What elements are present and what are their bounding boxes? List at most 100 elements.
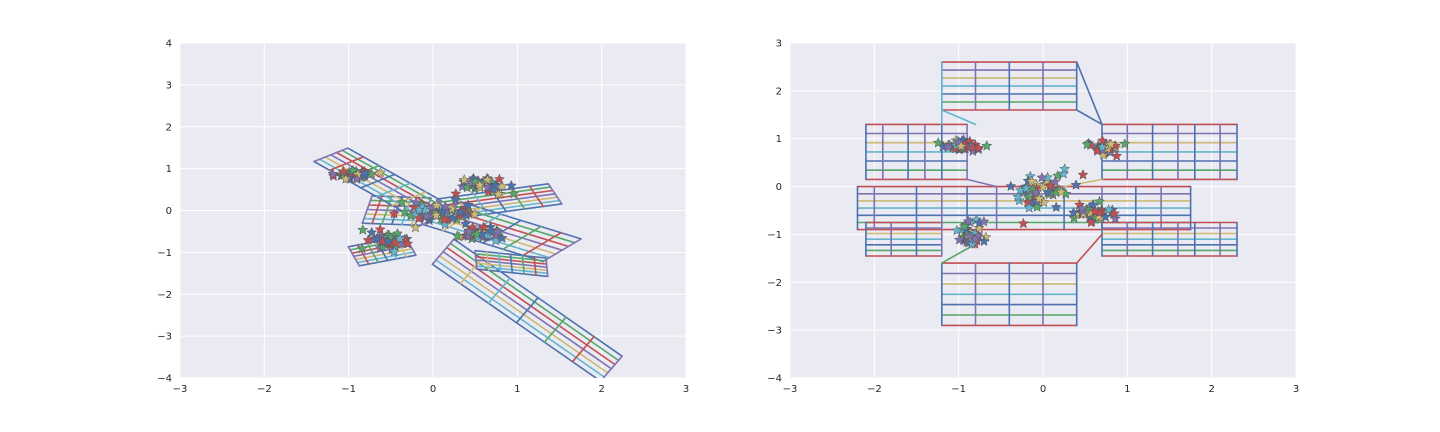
- star-marker: [409, 221, 422, 233]
- star-marker: [436, 205, 448, 217]
- star-marker: [374, 166, 387, 178]
- star-marker: [351, 173, 363, 184]
- star-marker: [973, 222, 985, 233]
- x-tick-label: −1: [951, 384, 966, 395]
- x-tick-label: −3: [173, 384, 188, 395]
- grid-line-segment: [1075, 61, 1103, 126]
- grid-line-segment: [515, 296, 539, 324]
- y-tick-label: −3: [157, 332, 172, 343]
- star-marker: [981, 140, 993, 151]
- star-marker: [1025, 175, 1038, 187]
- star-marker: [958, 220, 970, 232]
- y-tick-label: −2: [157, 290, 172, 301]
- star-marker: [1050, 201, 1062, 213]
- y-tick-label: 4: [166, 39, 172, 50]
- star-marker: [371, 233, 383, 244]
- star-marker: [439, 218, 451, 230]
- star-marker: [471, 228, 483, 239]
- star-marker: [962, 215, 974, 227]
- y-tick-label: −2: [767, 278, 782, 289]
- star-marker: [396, 196, 408, 208]
- star-marker: [388, 245, 400, 257]
- grid-line-segment: [602, 355, 623, 378]
- star-marker: [447, 212, 459, 224]
- grid-line-segment: [360, 173, 396, 189]
- grid-line-segment: [1075, 233, 1103, 264]
- star-marker: [430, 199, 443, 211]
- star-marker: [366, 226, 378, 238]
- star-marker: [430, 209, 442, 221]
- grid-line-segment: [522, 231, 562, 257]
- star-marker: [462, 199, 474, 210]
- x-tick-label: 1: [514, 384, 520, 395]
- star-marker: [1023, 202, 1035, 213]
- star-marker: [487, 183, 499, 195]
- grid-line-segment: [509, 253, 514, 274]
- grid-line-segment: [328, 156, 365, 172]
- grid-line-segment: [528, 185, 545, 208]
- y-tick-label: −1: [767, 230, 782, 241]
- star-marker: [474, 179, 486, 190]
- y-tick-label: 1: [776, 134, 782, 145]
- grid-line-segment: [431, 238, 455, 266]
- grid-line-segment: [966, 178, 998, 188]
- y-tick-label: 2: [166, 122, 172, 133]
- star-marker: [1081, 138, 1093, 150]
- star-marker: [955, 140, 967, 152]
- y-tick-label: 3: [776, 39, 782, 50]
- star-scatter-series: [327, 164, 520, 257]
- grid-line-segment: [497, 252, 502, 273]
- grid-line-segment: [381, 195, 393, 225]
- star-marker: [469, 208, 481, 220]
- gridlines: [179, 42, 687, 379]
- star-marker: [356, 242, 368, 254]
- grid-line-segment: [940, 109, 977, 126]
- y-tick-label: 2: [776, 86, 782, 97]
- star-marker: [410, 196, 422, 208]
- star-marker: [978, 215, 990, 227]
- grid-line-segment: [542, 238, 582, 263]
- star-marker: [1049, 175, 1061, 187]
- grid-line-segment: [571, 335, 595, 363]
- star-marker: [357, 224, 369, 235]
- star-marker: [337, 165, 349, 177]
- star-marker: [1085, 216, 1097, 228]
- grid-line-segment: [547, 183, 563, 205]
- grid-line-segment: [1075, 109, 1103, 126]
- star-scatter-series: [932, 134, 1131, 249]
- star-marker: [388, 207, 400, 219]
- star-marker: [1059, 163, 1071, 174]
- star-marker: [1055, 186, 1067, 197]
- star-marker: [951, 224, 963, 236]
- star-marker: [491, 225, 504, 237]
- star-marker: [1108, 207, 1121, 219]
- x-tick-label: −1: [341, 384, 356, 395]
- star-marker: [942, 141, 954, 153]
- grid-line-segment: [313, 147, 349, 163]
- star-marker: [507, 187, 520, 199]
- star-marker: [359, 167, 371, 179]
- grid-line-segment: [1063, 178, 1103, 188]
- star-marker: [362, 234, 374, 246]
- star-marker: [1042, 186, 1054, 198]
- star-marker: [449, 193, 462, 205]
- x-tick-label: 0: [1040, 384, 1046, 395]
- x-tick-label: 3: [683, 384, 689, 395]
- star-marker: [484, 225, 496, 236]
- star-marker: [463, 225, 475, 237]
- star-marker: [1044, 180, 1056, 191]
- star-marker: [477, 221, 490, 232]
- star-marker: [1033, 192, 1045, 204]
- star-marker: [953, 234, 965, 245]
- y-tick-label: 0: [776, 182, 782, 193]
- star-marker: [1076, 202, 1088, 214]
- grid-line-segment: [371, 195, 383, 225]
- star-marker: [1077, 169, 1089, 180]
- star-marker: [467, 221, 479, 233]
- star-marker: [394, 232, 406, 244]
- star-marker: [1087, 198, 1099, 210]
- star-marker: [493, 173, 505, 185]
- star-marker: [1105, 138, 1117, 150]
